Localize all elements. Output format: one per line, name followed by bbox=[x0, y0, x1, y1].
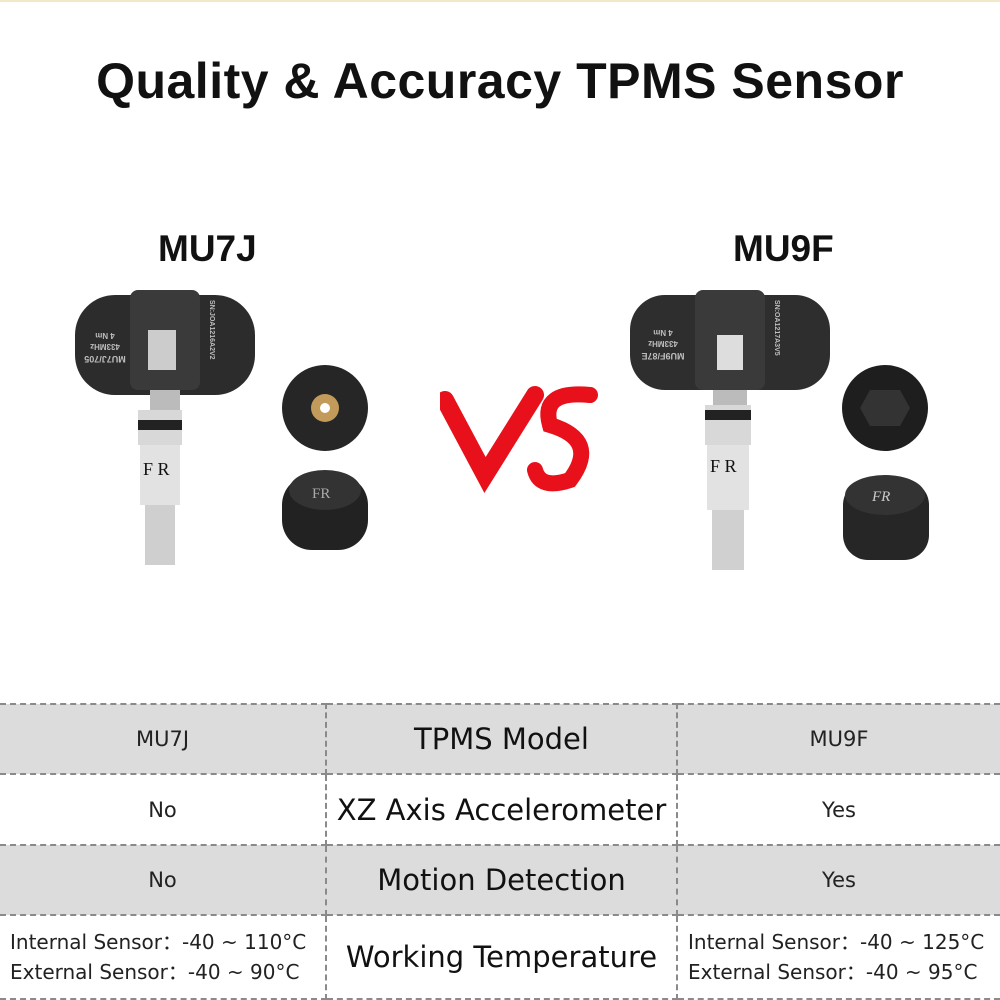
table-row: No Motion Detection Yes bbox=[0, 844, 1000, 916]
left-model-label: MU7J bbox=[158, 228, 257, 269]
svg-text:F R: F R bbox=[710, 456, 737, 476]
feature-cell: Motion Detection bbox=[325, 844, 678, 916]
feature-cell: TPMS Model bbox=[325, 703, 678, 775]
external-sensor-temp: External Sensor：-40 ~ 90°C bbox=[10, 960, 300, 984]
right-cell: MU9F bbox=[676, 703, 1000, 775]
comparison-table: MU7J TPMS Model MU9F No XZ Axis Accelero… bbox=[0, 703, 1000, 1000]
mu7j-sensor-image: MU7J/705 433MHz 4 Nm SN:JOA1216A2V2 F R … bbox=[75, 290, 368, 565]
cap-marking: FR bbox=[312, 486, 330, 502]
feature-cell: XZ Axis Accelerometer bbox=[325, 773, 678, 846]
sensor-marking-model: MU7J/705 bbox=[84, 354, 126, 364]
table-row: No XZ Axis Accelerometer Yes bbox=[0, 773, 1000, 846]
table-row: MU7J TPMS Model MU9F bbox=[0, 703, 1000, 775]
vs-graphic bbox=[440, 386, 598, 493]
right-model-label: MU9F bbox=[733, 228, 834, 269]
table-row: Internal Sensor：-40 ~ 110°C External Sen… bbox=[0, 914, 1000, 1000]
internal-sensor-temp: Internal Sensor：-40 ~ 125°C bbox=[688, 930, 985, 954]
mu9f-sensor-image: MU9F/87E 433MHz 4 Nm SN:OA1217A3V5 F R F… bbox=[630, 290, 929, 570]
right-cell: Yes bbox=[676, 844, 1000, 916]
left-cell: No bbox=[0, 773, 327, 846]
sensor-marking-model: MU9F/87E bbox=[641, 351, 684, 361]
sensor-marking-frequency: 433MHz bbox=[648, 339, 678, 348]
left-cell: Internal Sensor：-40 ~ 110°C External Sen… bbox=[0, 914, 327, 1000]
sensor-marking-torque: 4 Nm bbox=[653, 328, 673, 337]
right-cell: Internal Sensor：-40 ~ 125°C External Sen… bbox=[676, 914, 1000, 1000]
sensor-marking-frequency: 433MHz bbox=[90, 342, 120, 351]
sensor-marking-torque: 4 Nm bbox=[95, 331, 115, 340]
svg-text:F R: F R bbox=[143, 459, 170, 479]
internal-sensor-temp: Internal Sensor：-40 ~ 110°C bbox=[10, 930, 307, 954]
external-sensor-temp: External Sensor：-40 ~ 95°C bbox=[688, 960, 978, 984]
top-border bbox=[0, 0, 1000, 2]
left-cell: No bbox=[0, 844, 327, 916]
feature-cell: Working Temperature bbox=[325, 914, 678, 1000]
right-cell: Yes bbox=[676, 773, 1000, 846]
cap-marking: FR bbox=[871, 489, 890, 505]
left-cell: MU7J bbox=[0, 703, 327, 775]
sensor-marking-serial: SN:OA1217A3V5 bbox=[773, 300, 780, 356]
page-title: Quality & Accuracy TPMS Sensor bbox=[96, 53, 904, 109]
sensor-marking-serial: SN:JOA1216A2V2 bbox=[208, 300, 215, 360]
